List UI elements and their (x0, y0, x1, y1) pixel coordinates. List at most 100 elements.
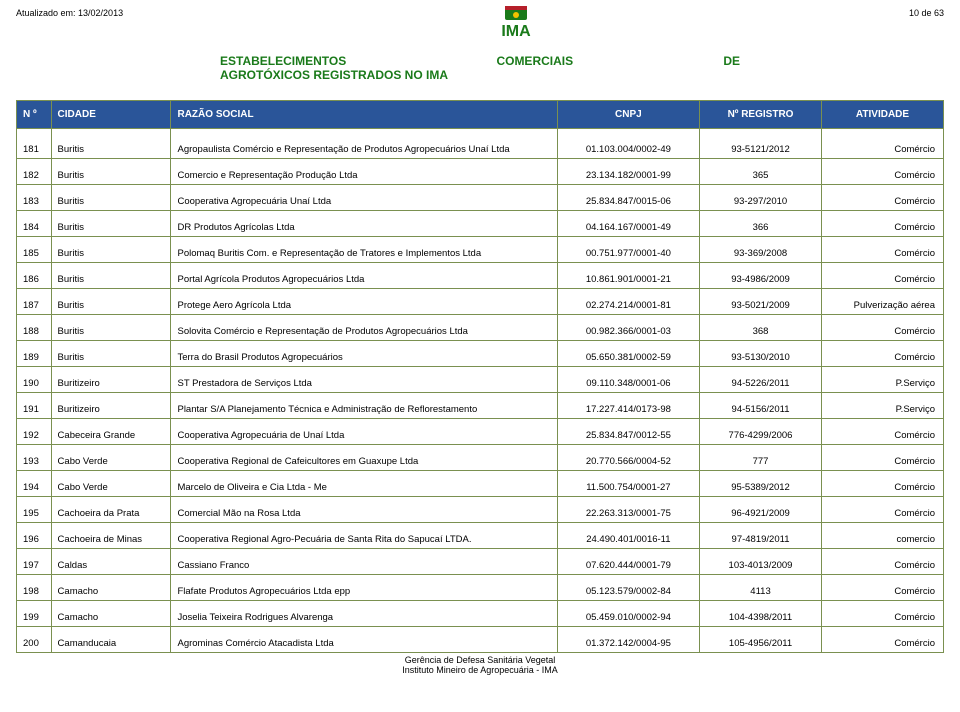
cell-cidade: Buritis (51, 315, 171, 341)
title-line-1: ESTABELECIMENTOS COMERCIAIS DE (220, 54, 740, 68)
cell-razao: DR Produtos Agrícolas Ltda (171, 211, 557, 237)
cell-cidade: Buritis (51, 159, 171, 185)
cell-registro: 97-4819/2011 (700, 523, 822, 549)
cell-registro: 104-4398/2011 (700, 601, 822, 627)
cell-registro: 93-297/2010 (700, 185, 822, 211)
cell-cidade: Camacho (51, 575, 171, 601)
cell-razao: Plantar S/A Planejamento Técnica e Admin… (171, 393, 557, 419)
cell-num: 181 (17, 129, 52, 159)
table-row: 182BuritisComercio e Representação Produ… (17, 159, 944, 185)
svg-text:IMA: IMA (501, 23, 531, 40)
cell-registro: 95-5389/2012 (700, 471, 822, 497)
cell-atividade: Comércio (822, 263, 944, 289)
table-row: 191BuritizeiroPlantar S/A Planejamento T… (17, 393, 944, 419)
cell-num: 186 (17, 263, 52, 289)
table-row: 199CamachoJoselia Teixeira Rodrigues Alv… (17, 601, 944, 627)
cell-registro: 105-4956/2011 (700, 627, 822, 653)
cell-atividade: Comércio (822, 471, 944, 497)
cell-registro: 93-5021/2009 (700, 289, 822, 315)
cell-cidade: Cachoeira da Prata (51, 497, 171, 523)
cell-cidade: Cabo Verde (51, 471, 171, 497)
cell-registro: 365 (700, 159, 822, 185)
title-word-3: DE (723, 54, 740, 68)
cell-atividade: Comércio (822, 549, 944, 575)
col-num: N º (17, 101, 52, 129)
cell-num: 187 (17, 289, 52, 315)
table-row: 189BuritisTerra do Brasil Produtos Agrop… (17, 341, 944, 367)
table-row: 181BuritisAgropaulista Comércio e Repres… (17, 129, 944, 159)
cell-razao: Protege Aero Agrícola Ltda (171, 289, 557, 315)
cell-registro: 94-5156/2011 (700, 393, 822, 419)
cell-razao: Comercio e Representação Produção Ltda (171, 159, 557, 185)
cell-cnpj: 05.650.381/0002-59 (557, 341, 699, 367)
cell-atividade: Comércio (822, 497, 944, 523)
cell-num: 185 (17, 237, 52, 263)
cell-razao: Flafate Produtos Agropecuários Ltda epp (171, 575, 557, 601)
cell-registro: 94-5226/2011 (700, 367, 822, 393)
cell-registro: 93-5121/2012 (700, 129, 822, 159)
cell-cnpj: 23.134.182/0001-99 (557, 159, 699, 185)
cell-atividade: Comércio (822, 237, 944, 263)
cell-razao: Cooperativa Agropecuária de Unaí Ltda (171, 419, 557, 445)
table-header: N º CIDADE RAZÃO SOCIAL CNPJ Nº REGISTRO… (17, 101, 944, 129)
cell-atividade: Comércio (822, 211, 944, 237)
cell-atividade: Comércio (822, 159, 944, 185)
cell-atividade: Comércio (822, 419, 944, 445)
cell-registro: 366 (700, 211, 822, 237)
cell-cidade: Buritis (51, 211, 171, 237)
cell-cidade: Buritis (51, 129, 171, 159)
cell-num: 194 (17, 471, 52, 497)
cell-cnpj: 04.164.167/0001-49 (557, 211, 699, 237)
cell-cnpj: 10.861.901/0001-21 (557, 263, 699, 289)
cell-atividade: Comércio (822, 627, 944, 653)
cell-cnpj: 07.620.444/0001-79 (557, 549, 699, 575)
ima-logo-icon: IMA (481, 6, 551, 40)
title-word-1: ESTABELECIMENTOS (220, 54, 346, 68)
cell-cnpj: 01.372.142/0004-95 (557, 627, 699, 653)
cell-razao: Solovita Comércio e Representação de Pro… (171, 315, 557, 341)
cell-atividade: Comércio (822, 575, 944, 601)
table-row: 193Cabo VerdeCooperativa Regional de Caf… (17, 445, 944, 471)
table-row: 187BuritisProtege Aero Agrícola Ltda02.2… (17, 289, 944, 315)
cell-razao: Agrominas Comércio Atacadista Ltda (171, 627, 557, 653)
cell-registro: 93-4986/2009 (700, 263, 822, 289)
cell-cnpj: 05.459.010/0002-94 (557, 601, 699, 627)
cell-registro: 93-369/2008 (700, 237, 822, 263)
cell-atividade: Comércio (822, 445, 944, 471)
cell-cnpj: 25.834.847/0012-55 (557, 419, 699, 445)
cell-cnpj: 20.770.566/0004-52 (557, 445, 699, 471)
cell-cidade: Cabeceira Grande (51, 419, 171, 445)
cell-razao: ST Prestadora de Serviços Ltda (171, 367, 557, 393)
title-word-2: COMERCIAIS (496, 54, 573, 68)
table-row: 192Cabeceira GrandeCooperativa Agropecuá… (17, 419, 944, 445)
col-cidade: CIDADE (51, 101, 171, 129)
cell-cidade: Camacho (51, 601, 171, 627)
cell-cidade: Buritizeiro (51, 393, 171, 419)
document-page: Atualizado em: 13/02/2013 IMA 10 de 63 E… (0, 0, 960, 695)
table-row: 196Cachoeira de MinasCooperativa Regiona… (17, 523, 944, 549)
cell-cidade: Camanducaia (51, 627, 171, 653)
table-row: 197CaldasCassiano Franco07.620.444/0001-… (17, 549, 944, 575)
cell-registro: 103-4013/2009 (700, 549, 822, 575)
cell-razao: Cassiano Franco (171, 549, 557, 575)
table-row: 198CamachoFlafate Produtos Agropecuários… (17, 575, 944, 601)
cell-atividade: P.Serviço (822, 367, 944, 393)
cell-atividade: comercio (822, 523, 944, 549)
cell-registro: 96-4921/2009 (700, 497, 822, 523)
cell-num: 196 (17, 523, 52, 549)
cell-atividade: Comércio (822, 341, 944, 367)
cell-num: 193 (17, 445, 52, 471)
cell-num: 198 (17, 575, 52, 601)
table-row: 188BuritisSolovita Comércio e Representa… (17, 315, 944, 341)
cell-registro: 368 (700, 315, 822, 341)
cell-razao: Polomaq Buritis Com. e Representação de … (171, 237, 557, 263)
cell-cidade: Cachoeira de Minas (51, 523, 171, 549)
cell-razao: Joselia Teixeira Rodrigues Alvarenga (171, 601, 557, 627)
cell-atividade: Pulverização aérea (822, 289, 944, 315)
col-registro: Nº REGISTRO (700, 101, 822, 129)
cell-cnpj: 01.103.004/0002-49 (557, 129, 699, 159)
col-atividade: ATIVIDADE (822, 101, 944, 129)
col-cnpj: CNPJ (557, 101, 699, 129)
table-row: 184BuritisDR Produtos Agrícolas Ltda04.1… (17, 211, 944, 237)
cell-razao: Terra do Brasil Produtos Agropecuários (171, 341, 557, 367)
